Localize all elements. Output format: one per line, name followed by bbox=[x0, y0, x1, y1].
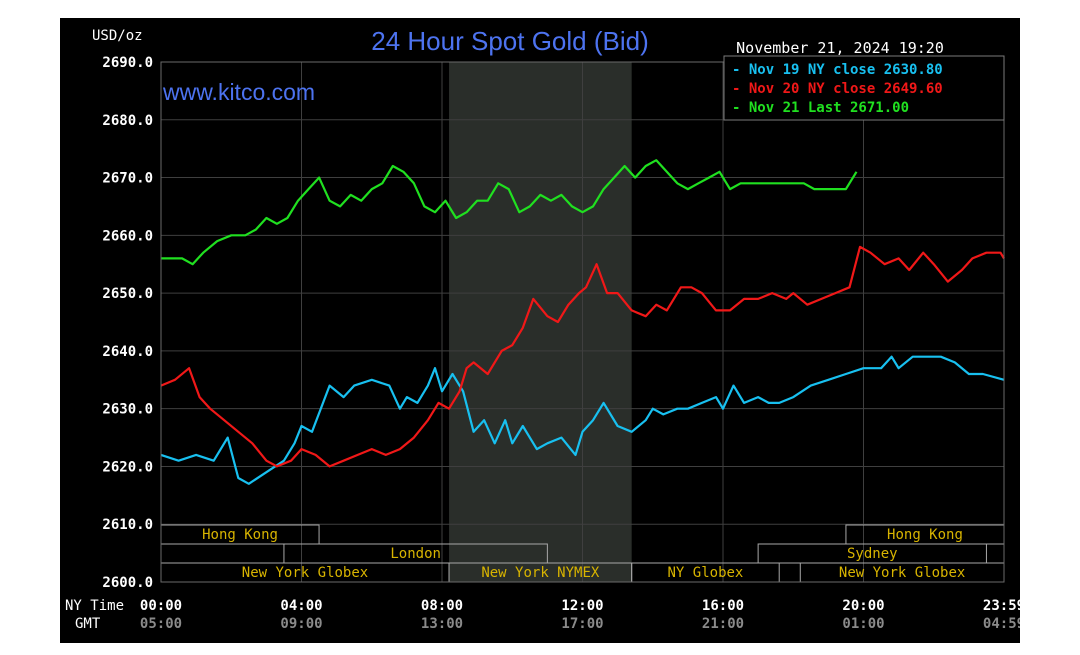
x-tick-label-gmt: 01:00 bbox=[842, 616, 884, 632]
x-tick-label-ny: 23:59 bbox=[983, 598, 1020, 614]
x-tick-label-ny: 04:00 bbox=[280, 598, 322, 614]
x-tick-label-ny: 00:00 bbox=[140, 598, 182, 614]
x-tick-label-gmt: 09:00 bbox=[280, 616, 322, 632]
y-tick-labels: 2600.0 2610.0 2620.0 2630.0 2640.0 2650.0 2660… bbox=[102, 55, 153, 591]
y-tick-label: 2670.0 bbox=[102, 171, 153, 187]
legend-entry: - Nov 21 Last 2671.00 bbox=[732, 100, 909, 116]
y-tick-label: 2630.0 bbox=[102, 402, 153, 418]
series-line-1 bbox=[160, 355, 1005, 485]
legend-entry: - Nov 20 NY close 2649.60 bbox=[732, 81, 943, 97]
ny-time-label: NY Time bbox=[65, 598, 124, 614]
series-lines bbox=[160, 159, 1005, 485]
session-label: NY Globex bbox=[668, 565, 744, 581]
session-label: New York Globex bbox=[839, 565, 965, 581]
x-tick-label-gmt: 21:00 bbox=[702, 616, 744, 632]
trading-sessions: Hong Kong Hong Kong London Sydney New York G… bbox=[160, 524, 1005, 583]
x-tick-label-gmt: 17:00 bbox=[561, 616, 603, 632]
legend: - Nov 19 NY close 2630.80 - Nov 20 NY clo… bbox=[723, 55, 1005, 121]
gold-price-chart: Hong Kong Hong Kong London Sydney New York G… bbox=[60, 18, 1020, 643]
x-tick-label-ny: 08:00 bbox=[421, 598, 463, 614]
website-label: www.kitco.com bbox=[162, 79, 315, 105]
x-tick-label-gmt: 13:00 bbox=[421, 616, 463, 632]
y-tick-label: 2610.0 bbox=[102, 517, 153, 533]
y-tick-label: 2680.0 bbox=[102, 113, 153, 129]
session-label: New York NYMEX bbox=[481, 565, 600, 581]
y-tick-label: 2660.0 bbox=[102, 228, 153, 244]
chart-title: 24 Hour Spot Gold (Bid) bbox=[371, 26, 648, 56]
unit-label: USD/oz bbox=[92, 28, 143, 44]
x-tick-label-ny: 20:00 bbox=[842, 598, 884, 614]
y-tick-label: 2650.0 bbox=[102, 286, 153, 302]
x-tick-label-gmt: 04:59 bbox=[983, 616, 1020, 632]
session-label: London bbox=[390, 546, 441, 562]
y-tick-label: 2640.0 bbox=[102, 344, 153, 360]
session-label: Hong Kong bbox=[887, 527, 963, 543]
timestamp: November 21, 2024 19:20 bbox=[736, 39, 944, 57]
session-label: Hong Kong bbox=[202, 527, 278, 543]
gmt-label: GMT bbox=[75, 616, 101, 632]
y-tick-label: 2690.0 bbox=[102, 55, 153, 71]
plot-frame bbox=[160, 61, 1005, 583]
y-tick-label: 2620.0 bbox=[102, 459, 153, 475]
series-line-2 bbox=[160, 245, 1005, 468]
session-label: New York Globex bbox=[242, 565, 368, 581]
x-tick-labels: 00:00 05:00 04:00 09:00 08:00 13:00 12:00 17:00… bbox=[140, 598, 1020, 632]
series-line-3 bbox=[161, 159, 858, 266]
x-tick-label-ny: 12:00 bbox=[561, 598, 603, 614]
nymex-shaded-region bbox=[449, 62, 632, 582]
y-tick-label: 2600.0 bbox=[102, 575, 153, 591]
session-label: Sydney bbox=[847, 546, 898, 562]
x-tick-label-gmt: 05:00 bbox=[140, 616, 182, 632]
legend-box bbox=[723, 55, 1005, 121]
x-tick-label-ny: 16:00 bbox=[702, 598, 744, 614]
legend-entry: - Nov 19 NY close 2630.80 bbox=[732, 62, 943, 78]
